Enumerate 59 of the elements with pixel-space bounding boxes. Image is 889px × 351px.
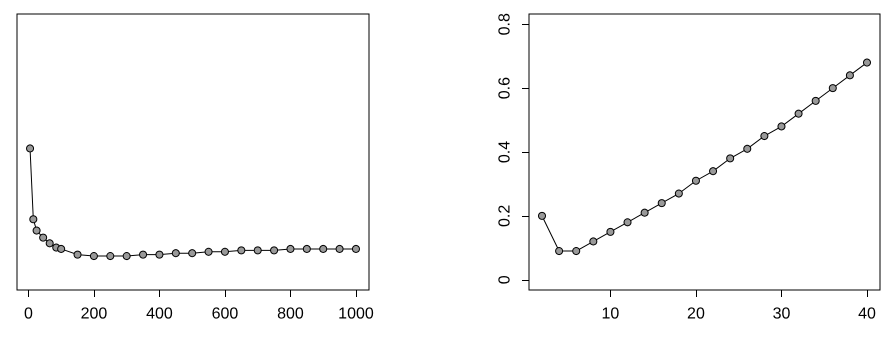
x-tick-label: 10 <box>602 306 620 322</box>
point <box>692 176 700 185</box>
point <box>777 122 786 130</box>
x-tick-label: 20 <box>687 306 705 322</box>
y-tick-label: 0 <box>496 275 514 284</box>
point <box>572 247 580 256</box>
y-tick-label: 0.4 <box>496 140 514 164</box>
x-tick-label: 0 <box>24 306 33 322</box>
point <box>674 190 683 198</box>
x-tick-label: 40 <box>858 306 876 322</box>
point <box>270 246 278 254</box>
x-tick-label: 400 <box>146 306 173 322</box>
x-tick-label: 1000 <box>338 306 374 322</box>
point <box>46 239 54 248</box>
point <box>794 110 803 118</box>
point <box>640 208 649 217</box>
point <box>220 248 229 256</box>
point <box>74 250 82 259</box>
x-tick-label: 800 <box>277 306 304 322</box>
y-tick-label: 0.2 <box>496 204 514 228</box>
point <box>302 244 311 253</box>
point <box>743 144 752 153</box>
point <box>90 252 98 260</box>
point <box>336 244 344 253</box>
point <box>319 244 328 253</box>
point <box>538 212 546 220</box>
point <box>606 228 614 236</box>
x-tick-label: 30 <box>772 306 790 322</box>
y-tick-label: 0.6 <box>496 76 514 100</box>
point <box>237 246 246 254</box>
point <box>172 249 180 258</box>
point <box>122 252 131 260</box>
point <box>188 249 196 258</box>
point <box>760 132 768 140</box>
point <box>589 237 598 246</box>
point <box>863 58 871 67</box>
point <box>846 71 854 80</box>
point <box>658 199 666 208</box>
point <box>254 246 262 254</box>
point <box>726 154 734 162</box>
point <box>286 244 294 253</box>
point <box>555 247 564 256</box>
point <box>352 244 360 253</box>
point <box>155 250 164 259</box>
point <box>624 218 632 226</box>
point <box>39 234 48 242</box>
point <box>57 244 66 253</box>
x-tick-label: 600 <box>212 306 238 322</box>
point <box>29 215 38 224</box>
point <box>32 226 41 235</box>
point <box>709 167 718 176</box>
point <box>26 144 34 152</box>
x-tick-label: 200 <box>80 306 108 322</box>
point <box>139 250 148 259</box>
y-tick-label: 0.8 <box>496 13 514 36</box>
point <box>812 96 820 105</box>
point <box>106 252 114 260</box>
point <box>204 248 213 256</box>
point <box>828 84 837 92</box>
